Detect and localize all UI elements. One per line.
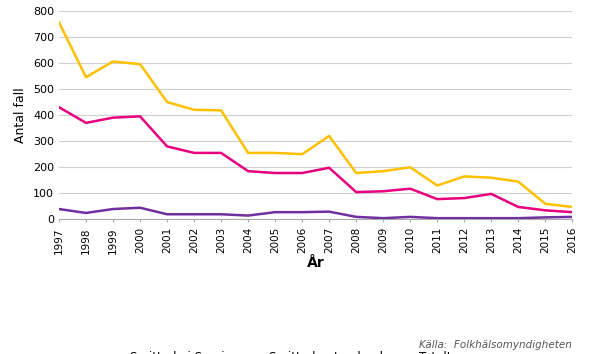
- Smittade utomlands: [110, 115, 117, 120]
- Totalt: [163, 100, 171, 104]
- Smittade i Sverige: [163, 212, 171, 216]
- Totalt: [83, 75, 90, 79]
- Smittade i Sverige: [488, 216, 495, 220]
- Smittade i Sverige: [218, 212, 225, 216]
- Smittade i Sverige: [83, 211, 90, 215]
- X-axis label: År: År: [307, 256, 324, 270]
- Totalt: [136, 62, 143, 66]
- Smittade utomlands: [55, 105, 63, 109]
- Smittade i Sverige: [55, 207, 63, 211]
- Smittade i Sverige: [326, 210, 333, 214]
- Smittade i Sverige: [434, 216, 441, 220]
- Line: Smittade i Sverige: Smittade i Sverige: [59, 208, 572, 218]
- Totalt: [514, 179, 522, 184]
- Totalt: [407, 165, 414, 169]
- Totalt: [542, 202, 549, 206]
- Totalt: [461, 174, 468, 178]
- Totalt: [379, 169, 386, 173]
- Smittade i Sverige: [136, 206, 143, 210]
- Totalt: [434, 183, 441, 188]
- Smittade i Sverige: [461, 216, 468, 220]
- Smittade utomlands: [379, 189, 386, 193]
- Smittade i Sverige: [110, 207, 117, 211]
- Smittade utomlands: [434, 197, 441, 201]
- Smittade utomlands: [488, 192, 495, 196]
- Smittade utomlands: [83, 121, 90, 125]
- Totalt: [55, 20, 63, 24]
- Smittade i Sverige: [245, 213, 252, 218]
- Totalt: [488, 176, 495, 180]
- Legend: Smittade i Sverige, Smittade utomlands, Totalt: Smittade i Sverige, Smittade utomlands, …: [103, 347, 456, 354]
- Line: Totalt: Totalt: [59, 22, 572, 207]
- Smittade i Sverige: [379, 216, 386, 220]
- Smittade utomlands: [514, 205, 522, 209]
- Text: Källa:  Folkhälsomyndigheten: Källa: Folkhälsomyndigheten: [419, 341, 572, 350]
- Smittade utomlands: [569, 210, 576, 214]
- Smittade i Sverige: [542, 215, 549, 219]
- Smittade i Sverige: [191, 212, 198, 216]
- Totalt: [569, 205, 576, 209]
- Smittade i Sverige: [353, 215, 360, 219]
- Smittade i Sverige: [407, 215, 414, 219]
- Smittade utomlands: [353, 190, 360, 194]
- Smittade i Sverige: [514, 216, 522, 220]
- Smittade utomlands: [218, 151, 225, 155]
- Smittade utomlands: [191, 151, 198, 155]
- Totalt: [218, 108, 225, 113]
- Totalt: [353, 171, 360, 175]
- Smittade i Sverige: [299, 210, 306, 214]
- Smittade utomlands: [461, 196, 468, 200]
- Totalt: [245, 151, 252, 155]
- Totalt: [191, 108, 198, 112]
- Smittade utomlands: [407, 187, 414, 191]
- Y-axis label: Antal fall: Antal fall: [15, 87, 28, 143]
- Smittade utomlands: [542, 208, 549, 212]
- Totalt: [299, 152, 306, 156]
- Totalt: [110, 59, 117, 64]
- Smittade utomlands: [163, 144, 171, 149]
- Smittade utomlands: [326, 166, 333, 170]
- Smittade utomlands: [136, 114, 143, 119]
- Smittade utomlands: [245, 169, 252, 173]
- Smittade i Sverige: [569, 215, 576, 219]
- Smittade utomlands: [299, 171, 306, 175]
- Smittade utomlands: [271, 171, 278, 175]
- Totalt: [271, 151, 278, 155]
- Totalt: [326, 134, 333, 138]
- Smittade i Sverige: [271, 210, 278, 214]
- Line: Smittade utomlands: Smittade utomlands: [59, 107, 572, 212]
